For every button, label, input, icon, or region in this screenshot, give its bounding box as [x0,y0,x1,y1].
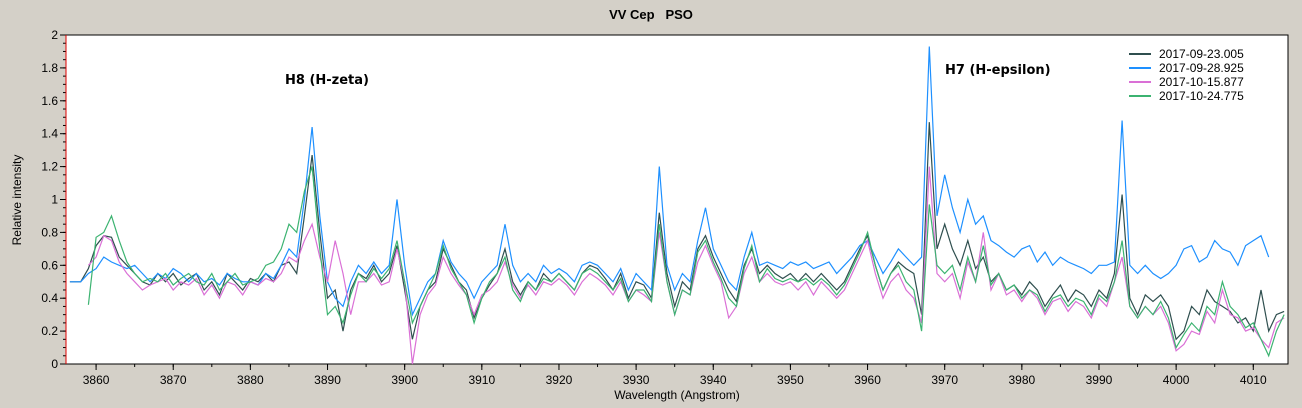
y-tick-label: 1 [51,193,58,207]
x-tick-label: 3970 [931,373,958,387]
series-line-3 [87,166,1285,358]
series-line-1 [69,46,1270,317]
y-tick-label: 1.8 [41,61,58,75]
x-tick-label: 3870 [160,373,187,387]
x-tick-label: 4000 [1163,373,1190,387]
y-tick-label: 0.2 [41,324,58,338]
legend-label: 2017-09-23.005 [1159,47,1244,61]
legend-label: 2017-10-24.775 [1159,89,1244,103]
series-lines [69,46,1285,365]
x-tick-label: 3900 [391,373,418,387]
x-tick-label: 3950 [777,373,804,387]
chart-title: VV Cep PSO [609,7,693,22]
legend: 2017-09-23.0052017-09-28.9252017-10-15.8… [1129,47,1244,103]
x-tick-label: 3920 [546,373,573,387]
axis-ticks: 0 0.2 0.4 0.6 0.8 1 1.2 1.4 1.6 1.8 2 3860 3870 3880 3… [41,28,1267,387]
plot-area [65,34,1289,365]
y-tick-label: 1.2 [41,160,58,174]
x-tick-label: 4010 [1240,373,1267,387]
legend-label: 2017-09-28.925 [1159,61,1244,75]
x-tick-label: 3930 [623,373,650,387]
y-tick-label: 2 [51,28,58,42]
y-tick-label: 0 [51,357,58,371]
y-tick-label: 0.4 [41,291,58,305]
y-tick-label: 0.6 [41,258,58,272]
y-tick-label: 1.4 [41,127,58,141]
x-tick-label: 3880 [237,373,264,387]
x-tick-label: 3960 [854,373,881,387]
y-tick-label: 0.8 [41,225,58,239]
x-axis-label: Wavelength (Angstrom) [614,388,740,402]
series-line-0 [69,122,1285,341]
x-tick-label: 3890 [314,373,341,387]
annotation-h7: H7 (H-epsilon) [945,63,1051,78]
x-tick-label: 3990 [1086,373,1113,387]
y-tick-label: 1.6 [41,94,58,108]
x-tick-label: 3910 [468,373,495,387]
x-tick-label: 3940 [700,373,727,387]
y-axis-label: Relative intensity [10,155,24,246]
x-tick-label: 3860 [83,373,110,387]
legend-label: 2017-10-15.877 [1159,75,1244,89]
x-tick-label: 3980 [1008,373,1035,387]
annotation-h8: H8 (H-zeta) [285,73,369,88]
